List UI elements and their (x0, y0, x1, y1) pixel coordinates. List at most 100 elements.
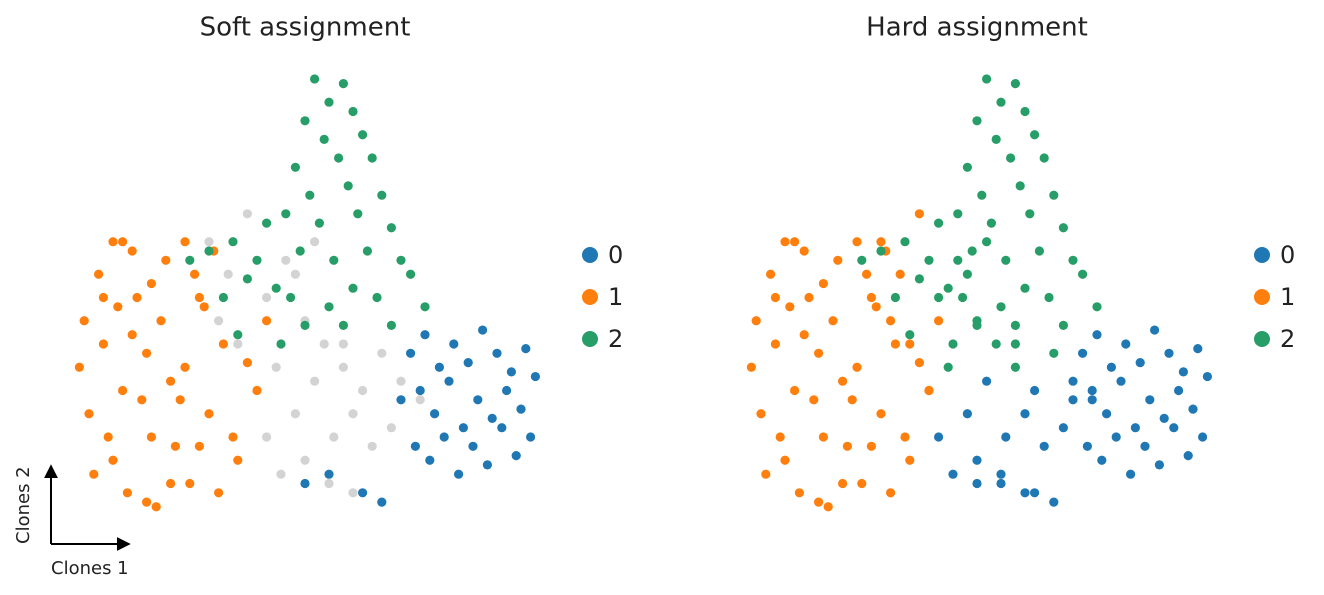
point (799, 330, 809, 340)
point (794, 488, 805, 498)
point (113, 302, 123, 312)
point (905, 455, 915, 465)
point (1030, 488, 1040, 498)
point (386, 320, 396, 330)
point (228, 237, 238, 247)
point (444, 376, 454, 386)
point (780, 455, 790, 465)
point (962, 409, 973, 419)
point (1092, 302, 1102, 312)
point (324, 469, 334, 479)
point (319, 339, 329, 349)
point (420, 330, 430, 340)
point (876, 409, 886, 419)
point (98, 339, 108, 349)
point (252, 385, 262, 396)
point (991, 339, 1001, 349)
point (329, 432, 339, 442)
point (319, 134, 329, 144)
point (204, 409, 214, 419)
point (300, 320, 310, 330)
point (982, 74, 992, 84)
point (1130, 423, 1140, 433)
point (425, 455, 435, 465)
point (233, 330, 243, 340)
point (98, 292, 108, 303)
point (818, 432, 829, 442)
point (262, 292, 272, 303)
point (1150, 325, 1160, 335)
point (886, 488, 896, 498)
point (972, 116, 982, 126)
point (458, 423, 468, 433)
point (751, 316, 761, 326)
point (934, 218, 944, 228)
point (996, 302, 1006, 312)
point (818, 278, 829, 289)
point (180, 237, 190, 247)
legend-label: 1 (1280, 283, 1295, 311)
point (358, 488, 368, 498)
point (478, 325, 488, 335)
point (1126, 469, 1136, 479)
point (1092, 330, 1102, 340)
point (886, 316, 896, 326)
point (1087, 395, 1097, 405)
point (252, 255, 262, 265)
point (276, 469, 286, 479)
point (276, 339, 286, 349)
point (300, 478, 310, 489)
point (948, 469, 958, 479)
point (492, 348, 502, 358)
point (1058, 423, 1068, 433)
point (1078, 269, 1088, 279)
point (1082, 441, 1092, 451)
point (526, 432, 536, 442)
point (242, 209, 252, 219)
point (194, 292, 204, 303)
point (982, 237, 992, 247)
point (497, 423, 507, 433)
point (1020, 409, 1030, 419)
point (132, 292, 142, 303)
point (338, 79, 348, 89)
point (358, 385, 368, 396)
point (166, 376, 176, 386)
legend-label: 2 (1280, 325, 1295, 353)
point (166, 478, 176, 489)
point (876, 237, 886, 247)
point (214, 488, 224, 498)
point (463, 358, 473, 368)
point (108, 237, 118, 247)
point (1010, 339, 1021, 349)
point (199, 302, 209, 312)
point (358, 130, 368, 140)
point (204, 246, 214, 256)
point (1049, 190, 1059, 200)
x-axis-label: Clones 1 (51, 558, 129, 579)
point (242, 358, 252, 368)
point (281, 255, 291, 265)
legend-marker (1254, 247, 1270, 263)
point (108, 455, 118, 465)
point (420, 302, 430, 312)
point (396, 376, 406, 386)
point (1178, 367, 1188, 377)
point (122, 488, 132, 498)
point (1106, 362, 1116, 372)
point (118, 237, 128, 247)
point (1010, 79, 1021, 89)
point (814, 497, 824, 507)
legend-marker (1254, 289, 1270, 305)
point (934, 432, 944, 442)
point (866, 441, 877, 451)
point (281, 209, 291, 219)
point (972, 478, 982, 489)
point (218, 339, 228, 349)
point (785, 302, 795, 312)
legend-label: 0 (1280, 241, 1295, 269)
point (271, 362, 281, 372)
point (338, 320, 348, 330)
point (871, 302, 881, 312)
point (1135, 358, 1145, 368)
